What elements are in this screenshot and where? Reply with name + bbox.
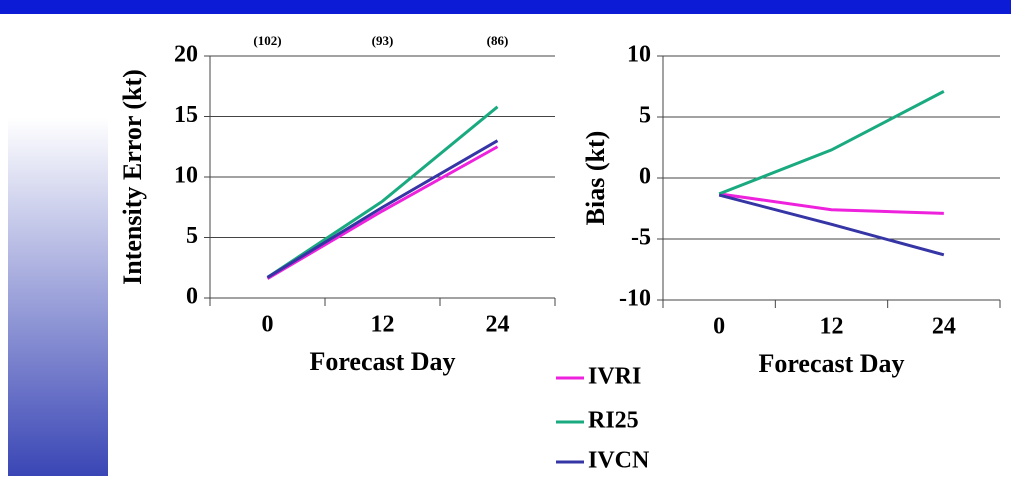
x-tick-label: 12: [820, 314, 844, 340]
y-axis-label: Intensity Error (kt): [118, 69, 147, 285]
x-axis-label: Forecast Day: [758, 349, 904, 378]
y-tick-label: 0: [186, 284, 198, 310]
x-axis-label: Forecast Day: [309, 347, 455, 376]
y-tick-label: 10: [627, 42, 651, 68]
y-tick-label: 10: [174, 163, 198, 189]
x-tick-label: 12: [371, 312, 395, 338]
y-tick-label: -5: [631, 225, 651, 251]
legend-label: IVCN: [588, 448, 650, 474]
legend-label: RI25: [588, 408, 639, 434]
top-bar: [0, 0, 1011, 14]
side-panel: [8, 118, 108, 476]
y-tick-label: 0: [639, 164, 651, 190]
x-tick-label: 24: [486, 312, 510, 338]
annotation: (93): [372, 33, 394, 48]
series-line: [266, 105, 499, 279]
series-line: [718, 90, 945, 196]
y-tick-label: -10: [619, 286, 651, 312]
series-line: [718, 193, 945, 257]
y-tick-label: 5: [186, 223, 198, 249]
series-line: [266, 139, 499, 279]
x-tick-label: 0: [262, 312, 274, 338]
annotation: (86): [487, 33, 509, 48]
y-tick-label: 20: [174, 42, 198, 68]
series-line: [266, 145, 499, 280]
x-tick-label: 0: [713, 314, 725, 340]
series-line: [718, 192, 944, 215]
y-tick-label: 5: [639, 103, 651, 129]
x-tick-label: 24: [932, 314, 956, 340]
y-tick-label: 15: [174, 102, 198, 128]
legend-label: IVRI: [588, 364, 641, 390]
y-axis-label: Bias (kt): [581, 131, 610, 226]
annotation: (102): [253, 33, 281, 48]
